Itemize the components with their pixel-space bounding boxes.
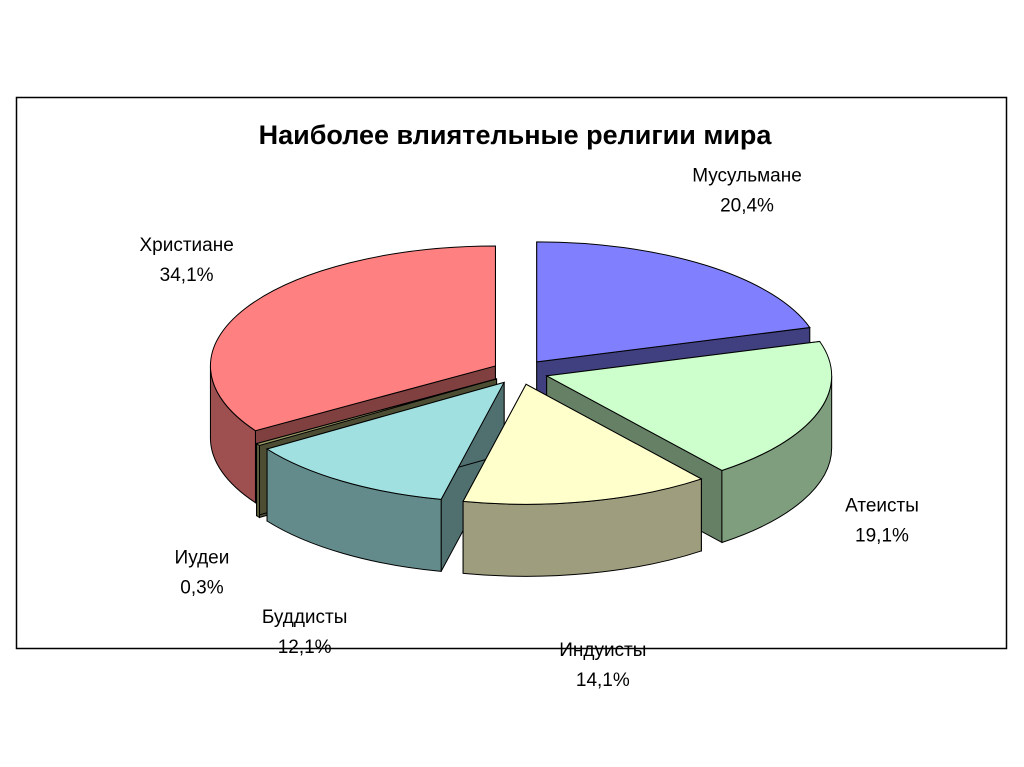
slice [462,383,703,505]
slice [255,378,497,447]
slice-label: Индуисты [559,640,646,661]
slice-label: Иудеи [175,548,230,569]
slice [209,245,496,432]
slice-value-label: 0,3% [180,578,223,599]
slice-value-label: 20,4% [720,196,774,217]
slice-wall [256,442,261,519]
slice-label: Мусульмане [692,166,802,187]
slice-value-label: 14,1% [576,670,630,691]
slice-value-label: 19,1% [855,525,909,546]
slice-label: Атеисты [845,495,919,516]
slice-label: Христиане [139,235,233,256]
slice-value-label: 12,1% [278,637,332,658]
chart-title: Наиболее влиятельные религии мира [259,120,773,150]
slice [545,340,833,472]
slice [265,381,506,500]
slice [536,241,811,363]
slice-label: Буддисты [262,607,348,628]
slice-value-label: 34,1% [160,265,214,286]
